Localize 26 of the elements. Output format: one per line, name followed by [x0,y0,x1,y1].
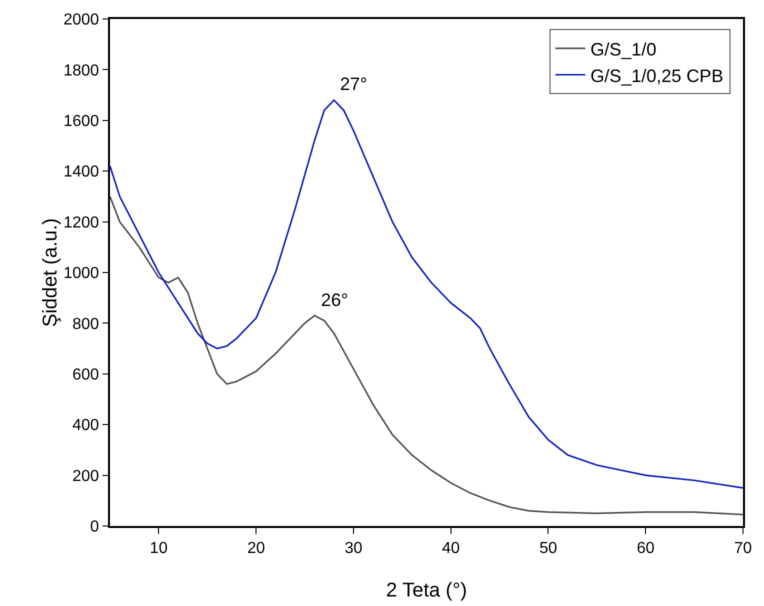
annotation: 26° [321,290,348,310]
y-tick-label: 800 [72,316,100,333]
y-axis-title: Şiddet (a.u.) [39,218,62,327]
y-tick-label: 1600 [63,113,100,130]
y-tick-label: 2000 [63,12,100,29]
y-tick-label: 200 [72,468,100,485]
y-tick-label: 1200 [63,214,100,232]
x-tick-label: 10 [150,540,168,557]
legend-label: G/S_1/0,25 CPB [590,66,724,86]
x-tick-label: 30 [344,540,362,557]
annotation: 27° [340,74,368,94]
y-tick-label: 1400 [63,164,100,181]
x-tick-label: 20 [247,540,266,557]
line-series [110,99,743,489]
y-tick-label: 1800 [63,62,100,80]
x-tick-label: 60 [636,540,655,557]
x-axis-title: 2 Teta (°) [386,580,467,602]
y-tick-label: 400 [72,417,100,434]
x-tick-label: 40 [442,540,460,557]
y-tick-label: 1000 [63,265,100,282]
x-tick-label: 70 [734,540,752,557]
legend-label: G/S_1/0 [590,39,656,60]
x-tick-label: 50 [539,540,558,557]
line-series [110,196,743,516]
y-tick-label: 600 [72,366,100,384]
y-tick-label: 0 [90,518,100,536]
